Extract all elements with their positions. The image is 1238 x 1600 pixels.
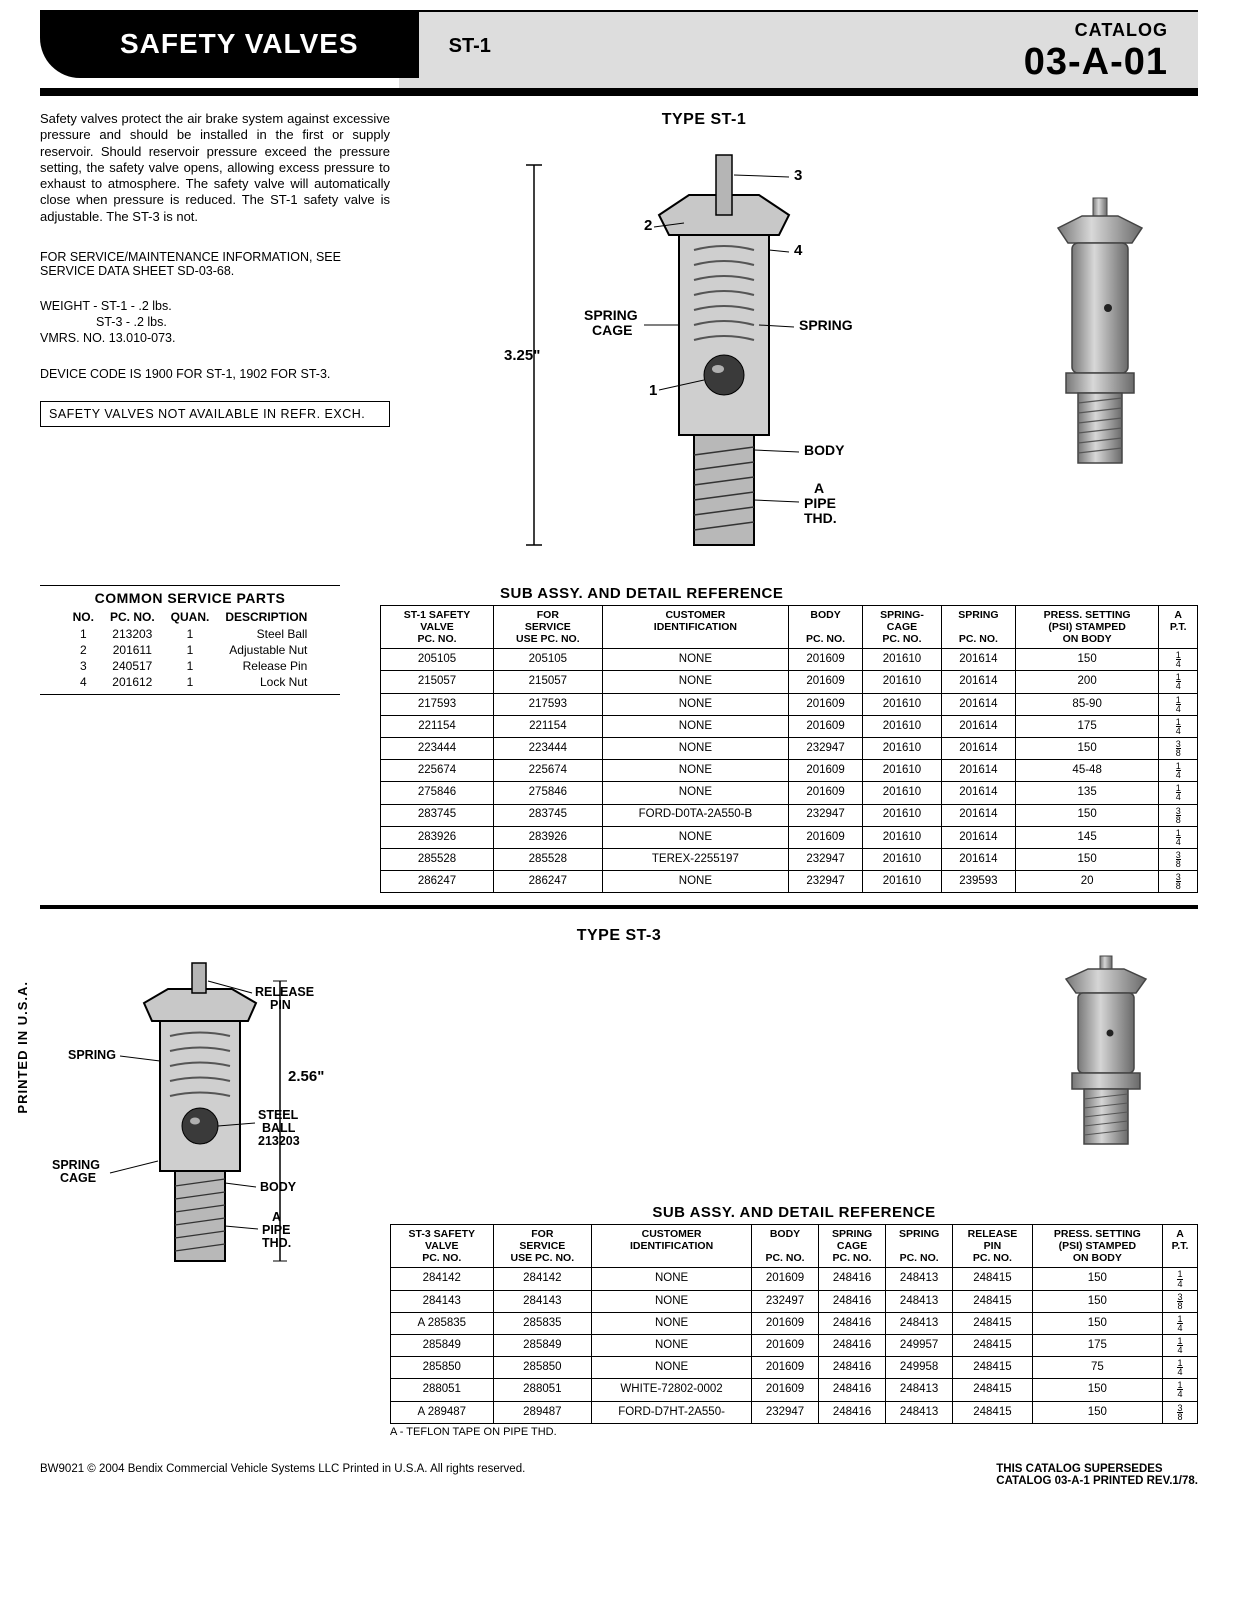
- sub-assy-st1-title: SUB ASSY. AND DETAIL REFERENCE: [380, 585, 1198, 602]
- svg-text:BODY: BODY: [260, 1180, 297, 1194]
- header-bar: SAFETY VALVES ST-1 CATALOG 03-A-01: [40, 10, 1198, 95]
- st1-diagram-area: TYPE ST-1 3.25": [410, 111, 998, 565]
- footer-rev: CATALOG 03-A-1 PRINTED REV.1/78.: [996, 1475, 1198, 1487]
- sub-assy-st1-table: ST-1 SAFETYVALVEPC. NO.FORSERVICEUSE PC.…: [380, 605, 1198, 893]
- st1-cross-section: 3.25" 3 2: [494, 135, 914, 565]
- svg-text:RELEASE: RELEASE: [255, 985, 314, 999]
- sub-assy-st3-title: SUB ASSY. AND DETAIL REFERENCE: [390, 1204, 1198, 1221]
- header-underline: [40, 88, 1198, 96]
- st1-photo: [1018, 111, 1198, 565]
- footer-supersedes: THIS CATALOG SUPERSEDES: [996, 1463, 1198, 1475]
- common-parts: COMMON SERVICE PARTS NO.PC. NO.QUAN.DESC…: [40, 585, 340, 695]
- st1-title: TYPE ST-1: [410, 111, 998, 129]
- svg-text:PIPE: PIPE: [262, 1223, 291, 1237]
- footer-left: BW9021 © 2004 Bendix Commercial Vehicle …: [40, 1463, 525, 1487]
- weight-block: WEIGHT - ST-1 - .2 lbs. ST-3 - .2 lbs. V…: [40, 298, 390, 347]
- st3-title: TYPE ST-3: [40, 927, 1198, 945]
- sub-assy-st3-table: ST-3 SAFETYVALVEPC. NO.FORSERVICEUSE PC.…: [390, 1224, 1198, 1424]
- dim-height: 3.25": [504, 347, 540, 364]
- common-parts-table: NO.PC. NO.QUAN.DESCRIPTION 12132031Steel…: [65, 608, 316, 690]
- svg-text:4: 4: [794, 242, 803, 259]
- svg-text:PIN: PIN: [270, 998, 291, 1012]
- svg-text:SPRING: SPRING: [68, 1048, 116, 1062]
- st3-footnote: A - TEFLON TAPE ON PIPE THD.: [390, 1426, 1198, 1438]
- svg-text:2: 2: [644, 217, 652, 234]
- section-divider: [40, 905, 1198, 909]
- device-code: DEVICE CODE IS 1900 FOR ST-1, 1902 FOR S…: [40, 367, 390, 381]
- section-st3: PRINTED IN U.S.A.: [40, 951, 1198, 1438]
- svg-text:3: 3: [794, 167, 802, 184]
- catalog-block: CATALOG 03-A-01: [1024, 20, 1168, 84]
- printed-usa: PRINTED IN U.S.A.: [15, 981, 30, 1114]
- svg-text:213203: 213203: [258, 1134, 300, 1148]
- sub-assy-st1: SUB ASSY. AND DETAIL REFERENCE ST-1 SAFE…: [380, 585, 1198, 893]
- svg-text:THD.: THD.: [804, 510, 837, 526]
- svg-text:THD.: THD.: [262, 1236, 291, 1250]
- type-label: ST-1: [449, 35, 491, 58]
- common-parts-title: COMMON SERVICE PARTS: [40, 590, 340, 606]
- svg-text:2.56": 2.56": [288, 1068, 324, 1085]
- svg-text:CAGE: CAGE: [592, 322, 632, 338]
- svg-text:BODY: BODY: [804, 442, 845, 458]
- svg-text:SPRING: SPRING: [799, 317, 853, 333]
- section-st1: Safety valves protect the air brake syst…: [40, 111, 1198, 565]
- svg-text:A: A: [814, 480, 824, 496]
- header-title: SAFETY VALVES: [40, 10, 419, 78]
- service-note: FOR SERVICE/MAINTENANCE INFORMATION, SEE…: [40, 250, 390, 278]
- st3-diagram-area: PRINTED IN U.S.A.: [40, 951, 360, 1438]
- svg-text:STEEL: STEEL: [258, 1108, 299, 1122]
- weight-line1: WEIGHT - ST-1 - .2 lbs.: [40, 298, 390, 314]
- refr-box: SAFETY VALVES NOT AVAILABLE IN REFR. EXC…: [40, 401, 390, 427]
- svg-text:SPRING: SPRING: [52, 1158, 100, 1172]
- left-column: Safety valves protect the air brake syst…: [40, 111, 390, 565]
- svg-text:SPRING: SPRING: [584, 307, 638, 323]
- svg-text:BALL: BALL: [262, 1121, 296, 1135]
- svg-text:PIPE: PIPE: [804, 495, 836, 511]
- footer-right: THIS CATALOG SUPERSEDES CATALOG 03-A-1 P…: [996, 1463, 1198, 1487]
- tables-row-st1: COMMON SERVICE PARTS NO.PC. NO.QUAN.DESC…: [40, 585, 1198, 893]
- svg-text:CAGE: CAGE: [60, 1171, 96, 1185]
- header-right: ST-1 CATALOG 03-A-01: [419, 10, 1198, 88]
- st3-photo: [1048, 951, 1178, 1164]
- weight-line2: ST-3 - .2 lbs.: [40, 314, 390, 330]
- svg-text:1: 1: [649, 382, 657, 399]
- catalog-number: 03-A-01: [1024, 41, 1168, 84]
- catalog-label: CATALOG: [1024, 20, 1168, 41]
- vmrs: VMRS. NO. 13.010-073.: [40, 330, 390, 346]
- st3-cross-section: 2.56" RELEASE PIN SPRING STEEL BALL 2132…: [40, 951, 360, 1311]
- st3-right: SUB ASSY. AND DETAIL REFERENCE ST-3 SAFE…: [390, 951, 1198, 1438]
- intro-text: Safety valves protect the air brake syst…: [40, 111, 390, 225]
- svg-text:A: A: [272, 1210, 281, 1224]
- page-footer: BW9021 © 2004 Bendix Commercial Vehicle …: [40, 1463, 1198, 1487]
